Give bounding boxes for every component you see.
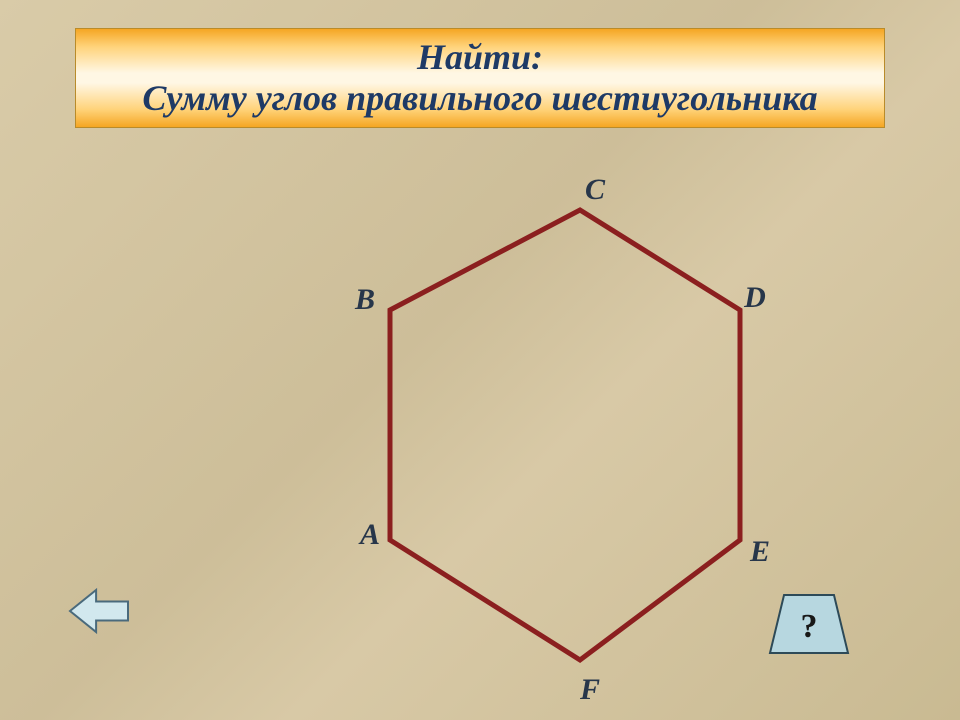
- vertex-label-A: A: [360, 518, 380, 552]
- vertex-label-B: B: [355, 283, 375, 317]
- vertex-label-F: F: [580, 673, 600, 707]
- vertex-label-D: D: [744, 281, 766, 315]
- back-arrow-button[interactable]: [70, 590, 128, 632]
- vertex-label-E: E: [750, 535, 770, 569]
- question-button[interactable]: ?: [770, 595, 848, 653]
- diagram-stage: ?: [0, 0, 960, 720]
- vertex-label-C: C: [585, 173, 605, 207]
- back-arrow-icon[interactable]: [70, 590, 128, 632]
- question-label: ?: [801, 608, 818, 645]
- hexagon-shape: [390, 210, 740, 660]
